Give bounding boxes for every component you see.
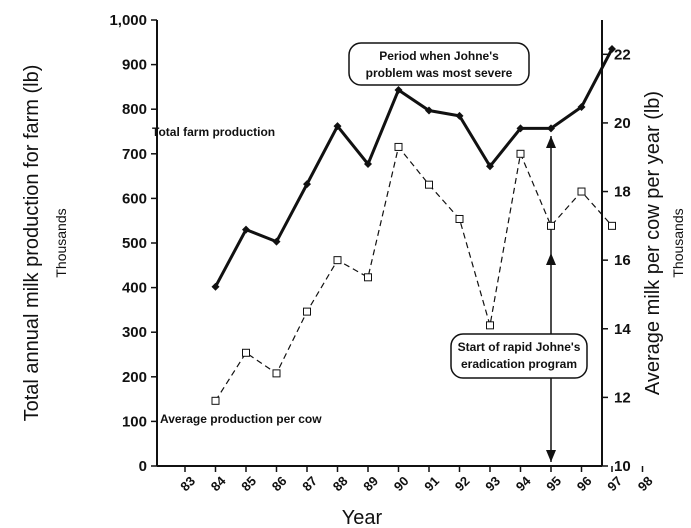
severe-period-callout-box — [348, 42, 530, 86]
total-production-point — [394, 86, 403, 95]
marker-arrow-down — [546, 450, 556, 462]
right-axis-title: Average milk per cow per year (lb) — [642, 91, 664, 395]
total-production-point — [608, 44, 616, 53]
per-cow-point — [455, 214, 464, 223]
right-tick-label: 18 — [614, 184, 631, 201]
x-tick-label: 94 — [513, 473, 534, 494]
left-tick-label: 100 — [122, 413, 147, 430]
per-cow-point — [547, 221, 555, 230]
series-total-farm — [211, 44, 616, 291]
eradication-callout-box — [450, 333, 588, 379]
total-production-point — [577, 102, 586, 111]
total-production-point — [455, 111, 464, 120]
total-production-point — [272, 237, 281, 246]
x-tick-label: 85 — [238, 473, 259, 494]
x-tick-label: 98 — [635, 473, 656, 494]
eradication-line1: Start of rapid Johne's — [458, 340, 581, 354]
total-production-line — [214, 48, 614, 288]
per-cow-point — [577, 187, 586, 196]
right-tick-label: 10 — [614, 458, 631, 475]
per-cow-point — [608, 221, 616, 230]
x-tick-label: 83 — [177, 473, 198, 494]
total-production-point — [486, 162, 494, 171]
total-production-point — [425, 106, 433, 115]
per-cow-point — [333, 256, 342, 265]
right-tick-label: 20 — [614, 115, 631, 132]
x-axis-title: Year — [342, 507, 383, 528]
marker-arrow-up — [546, 136, 556, 148]
total-production-point — [364, 160, 372, 169]
cow-series-label: Average production per cow — [160, 412, 322, 426]
x-tick-label: 89 — [360, 473, 381, 494]
per-cow-point — [516, 149, 525, 158]
marker-arrow-mid — [546, 253, 556, 265]
total-production-point — [516, 124, 525, 133]
x-tick-label: 91 — [421, 473, 442, 494]
per-cow-point — [211, 396, 220, 405]
x-ticks: 83 84 85 86 87 88 89 90 91 92 93 94 95 96 97 98 — [177, 466, 656, 494]
total-production-point — [333, 122, 342, 131]
right-axis-units: Thousands — [670, 208, 686, 277]
x-tick-label: 97 — [604, 473, 625, 494]
per-cow-point — [364, 273, 372, 282]
x-tick-label: 88 — [330, 473, 351, 494]
per-cow-point — [425, 180, 433, 189]
left-axis-title: Total annual milk production for farm (l… — [21, 65, 43, 422]
right-y-ticks: 10 12 14 16 18 20 22 — [602, 46, 631, 475]
total-production-point — [303, 180, 311, 189]
per-cow-point — [242, 348, 250, 357]
eradication-line2: eradication program — [461, 357, 577, 371]
left-tick-label: 400 — [122, 280, 147, 297]
per-cow-line — [214, 145, 613, 402]
left-tick-label: 800 — [122, 101, 147, 118]
x-tick-label: 86 — [269, 473, 290, 494]
left-tick-label: 200 — [122, 369, 147, 386]
left-tick-label: 900 — [122, 57, 147, 74]
x-tick-label: 96 — [574, 473, 595, 494]
eradication-marker — [546, 136, 556, 462]
left-axis-units: Thousands — [53, 208, 69, 277]
total-production-point — [242, 225, 250, 234]
total-production-point — [547, 124, 555, 133]
right-tick-label: 22 — [614, 46, 631, 63]
x-tick-label: 95 — [543, 473, 564, 494]
x-tick-label: 92 — [452, 473, 473, 494]
x-tick-label: 90 — [391, 473, 412, 494]
severe-period-line1: Period when Johne's — [379, 49, 499, 63]
left-tick-label: 1,000 — [109, 12, 147, 29]
left-tick-label: 0 — [139, 458, 147, 475]
x-tick-label: 93 — [482, 473, 503, 494]
left-tick-label: 300 — [122, 324, 147, 341]
left-tick-label: 700 — [122, 146, 147, 163]
right-tick-label: 12 — [614, 389, 631, 406]
total-production-point — [211, 282, 220, 291]
x-tick-label: 87 — [299, 473, 320, 494]
left-y-ticks: 0 100 200 300 400 500 600 700 800 900 1,000 — [109, 12, 157, 475]
right-tick-label: 16 — [614, 252, 631, 269]
total-series-label: Total farm production — [152, 125, 275, 139]
per-cow-point — [272, 369, 281, 378]
per-cow-point — [303, 307, 311, 316]
left-tick-label: 600 — [122, 190, 147, 207]
per-cow-point — [394, 142, 403, 151]
severe-period-line2: problem was most severe — [366, 66, 513, 80]
x-tick-label: 84 — [208, 473, 229, 494]
left-tick-label: 500 — [122, 235, 147, 252]
right-tick-label: 14 — [614, 321, 631, 338]
per-cow-point — [486, 321, 494, 330]
series-average-per-cow — [211, 142, 616, 405]
